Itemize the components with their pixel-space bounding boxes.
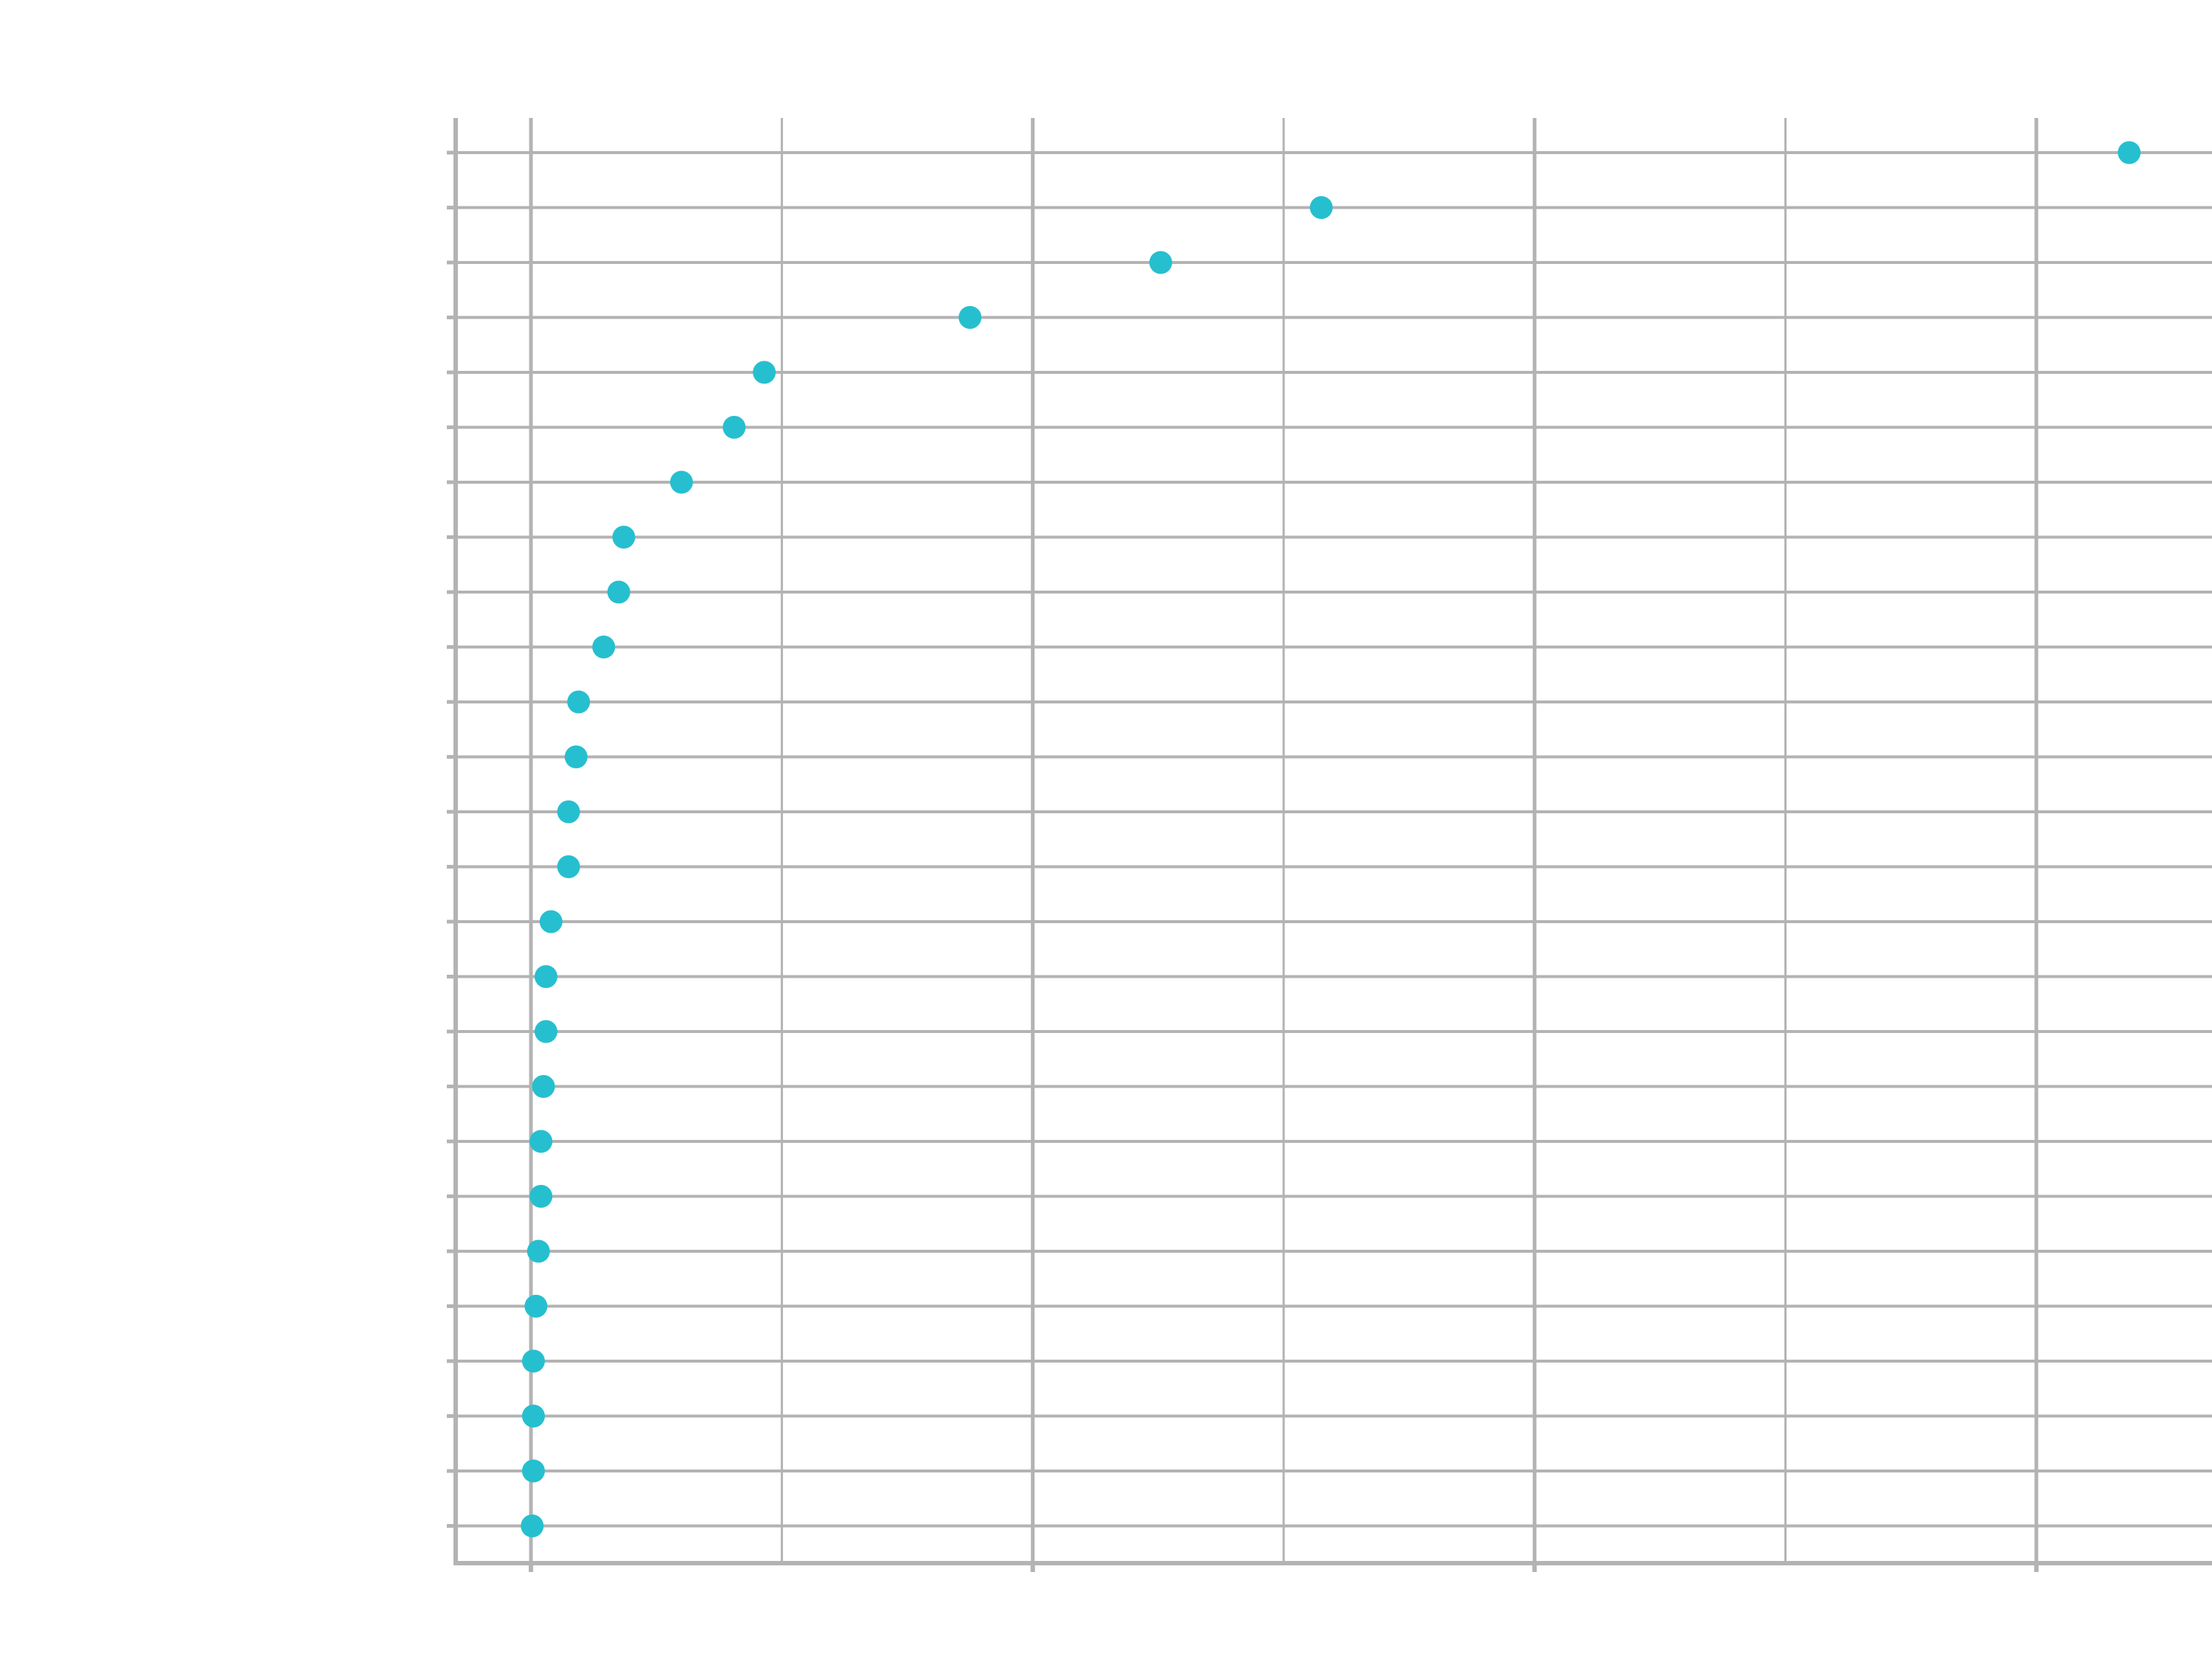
data-point xyxy=(535,1020,558,1043)
data-point xyxy=(521,1514,544,1537)
data-point xyxy=(529,1185,553,1208)
data-point xyxy=(539,910,563,933)
grid-lines xyxy=(456,118,2212,1562)
data-point xyxy=(753,361,776,384)
data-point xyxy=(535,965,558,988)
axes xyxy=(447,118,2212,1572)
data-point xyxy=(521,1459,545,1483)
data-point xyxy=(1310,196,1333,219)
data-points xyxy=(521,141,2141,1537)
data-point xyxy=(526,1239,550,1263)
data-point xyxy=(959,306,982,329)
data-point xyxy=(564,745,588,768)
data-point xyxy=(557,855,580,878)
data-point xyxy=(524,1295,548,1318)
data-point xyxy=(2118,141,2141,164)
data-point xyxy=(612,526,636,549)
data-point xyxy=(567,690,591,714)
data-point xyxy=(557,800,580,824)
data-point xyxy=(529,1130,553,1153)
data-point xyxy=(607,580,630,604)
data-point xyxy=(521,1349,545,1373)
data-point xyxy=(1149,251,1172,274)
data-point xyxy=(532,1075,555,1098)
data-point xyxy=(669,470,693,494)
data-point xyxy=(723,416,746,439)
data-point xyxy=(592,636,616,658)
data-point xyxy=(521,1405,545,1427)
